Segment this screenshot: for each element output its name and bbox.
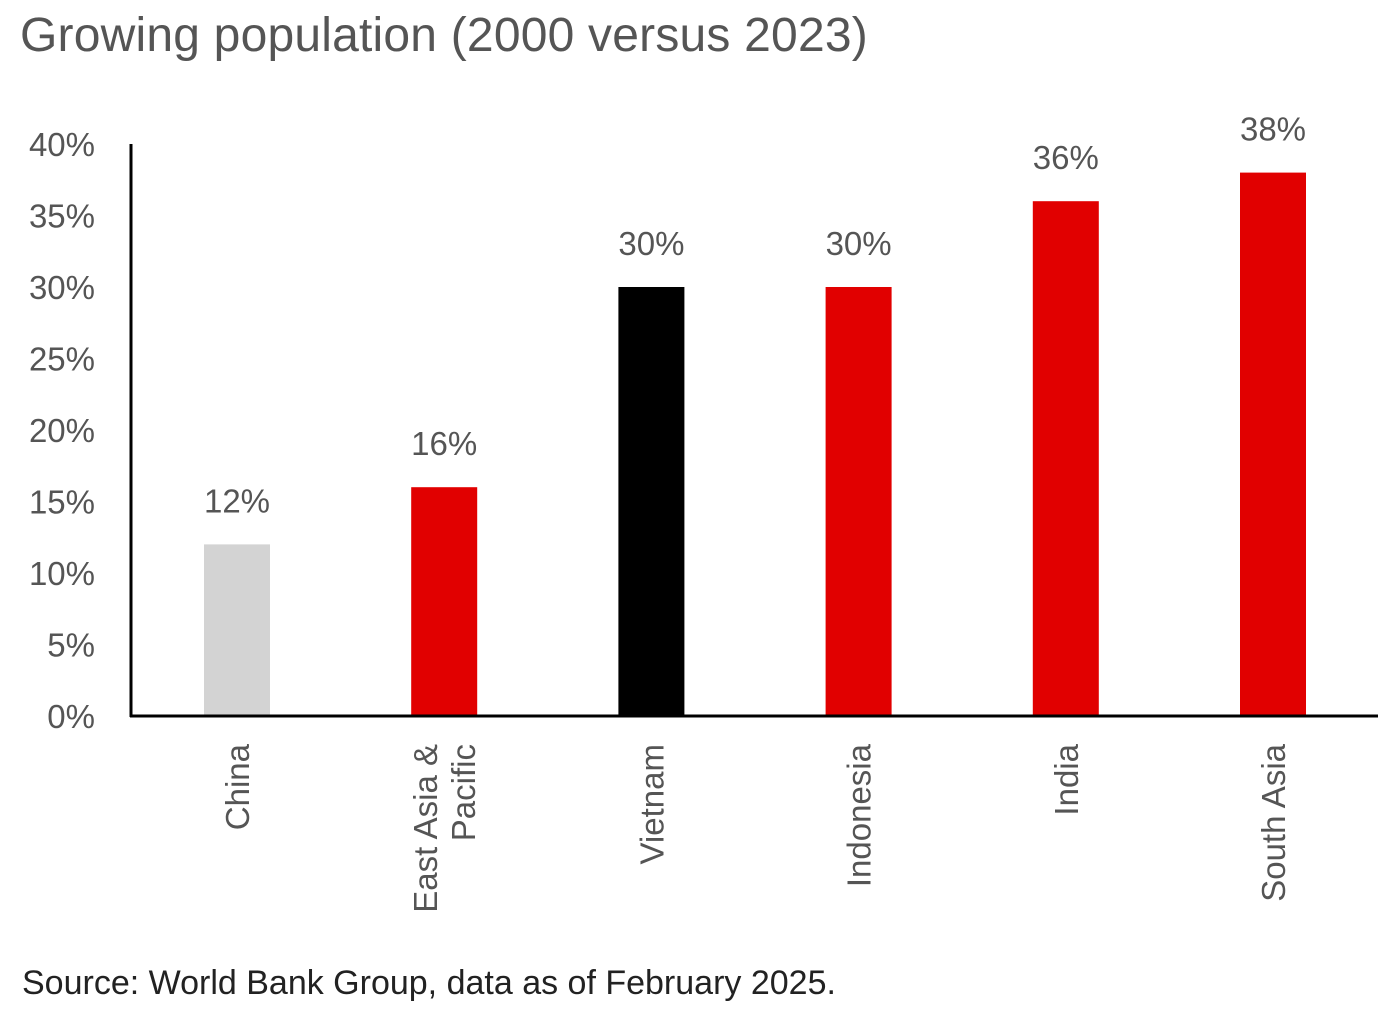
- data-label: 16%: [411, 425, 477, 462]
- data-label: 30%: [826, 225, 892, 262]
- y-tick-label: 40%: [29, 126, 95, 163]
- bar: [204, 544, 270, 716]
- y-tick-label: 5%: [47, 627, 95, 664]
- x-category-label-line: East Asia &: [407, 744, 444, 913]
- source-note: Source: World Bank Group, data as of Feb…: [22, 964, 836, 1002]
- x-category-label-line: India: [1048, 743, 1085, 815]
- data-label: 36%: [1033, 139, 1099, 176]
- y-tick-label: 30%: [29, 269, 95, 306]
- y-tick-label: 35%: [29, 198, 95, 235]
- x-axis-categories: China East Asia & Pacific Vietnam Indonesia I…: [219, 743, 1292, 912]
- data-label: 38%: [1240, 111, 1306, 148]
- y-tick-label: 15%: [29, 484, 95, 521]
- data-label: 30%: [618, 225, 684, 262]
- y-tick-label: 0%: [47, 698, 95, 735]
- bar: [1240, 172, 1306, 717]
- x-category-label: India: [1048, 743, 1085, 815]
- x-category-label-line: South Asia: [1255, 743, 1292, 901]
- x-category-label-line: Indonesia: [841, 743, 878, 887]
- chart-title: Growing population (2000 versus 2023): [20, 9, 868, 62]
- data-label: 12%: [204, 482, 270, 519]
- x-category-label: South Asia: [1255, 743, 1292, 901]
- y-tick-label: 25%: [29, 341, 95, 378]
- bar: [1032, 201, 1099, 716]
- y-tick-label: 20%: [29, 412, 95, 449]
- bars-layer: [204, 172, 1306, 717]
- x-category-label-line: China: [219, 743, 256, 830]
- x-category-label: China: [219, 743, 256, 830]
- x-category-label: Vietnam: [633, 744, 670, 864]
- x-category-label-line: Vietnam: [633, 744, 670, 864]
- x-category-label: East Asia & Pacific: [407, 744, 482, 913]
- y-tick-label: 10%: [29, 555, 95, 592]
- bar-chart: 12% 16% 30% 30% 36% 38% 0% 5% 10% 15% 20% 25% 30% 35…: [29, 111, 1378, 913]
- bar: [411, 487, 478, 716]
- x-category-label: Indonesia: [841, 743, 878, 887]
- bar: [825, 287, 892, 716]
- y-axis-ticks: 0% 5% 10% 15% 20% 25% 30% 35% 40%: [29, 126, 95, 735]
- bar: [618, 287, 685, 716]
- data-labels-layer: 12% 16% 30% 30% 36% 38%: [204, 111, 1306, 520]
- x-category-label-line: Pacific: [445, 744, 482, 841]
